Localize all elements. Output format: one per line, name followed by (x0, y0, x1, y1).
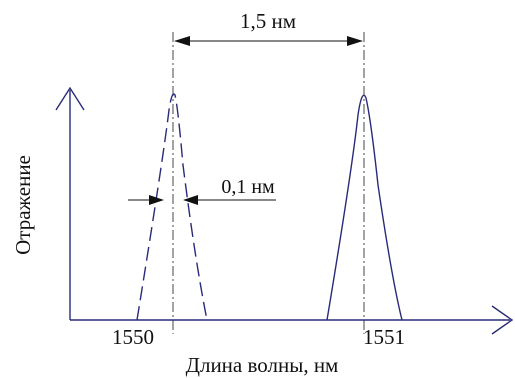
y-axis-label: Отражение (11, 155, 35, 255)
tick-label-1551: 1551 (363, 325, 405, 349)
peak-1551-solid (326, 94, 403, 321)
spacing-label: 1,5 нм (240, 9, 296, 33)
spacing-arrow-right-icon (347, 36, 363, 46)
peak-1550-dashed (136, 93, 208, 321)
width-arrow-left-icon (149, 195, 164, 205)
x-axis-label: Длина волны, нм (186, 353, 339, 377)
tick-label-1550: 1550 (112, 325, 154, 349)
y-axis-arrow-icon (55, 86, 85, 111)
x-axis-arrow-icon (491, 305, 514, 335)
width-label: 0,1 нм (221, 176, 275, 198)
width-arrow-right-icon (183, 195, 198, 205)
spacing-arrow-left-icon (174, 36, 190, 46)
